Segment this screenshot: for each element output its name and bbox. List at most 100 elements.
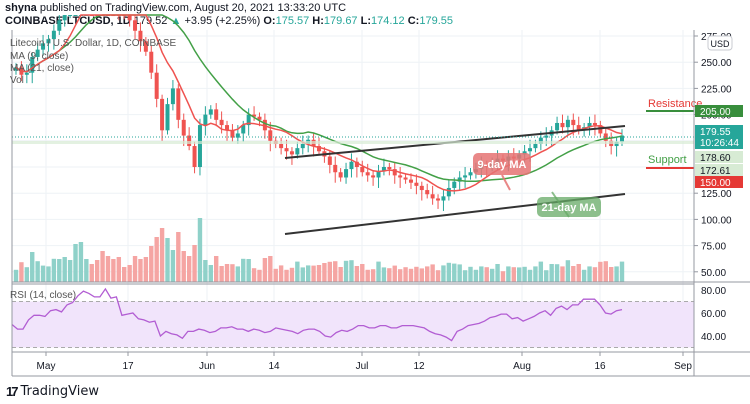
volume-bar — [516, 267, 522, 282]
candle-body — [463, 175, 468, 178]
candle-body — [133, 20, 138, 31]
volume-bar — [608, 267, 614, 282]
candle-body — [354, 161, 359, 167]
currency-badge — [707, 35, 733, 51]
ma9-callout-pointer — [501, 174, 511, 191]
volume-bar — [165, 238, 170, 282]
candle-body — [349, 161, 354, 170]
volume-bar — [435, 270, 441, 282]
price-badge-label: 205.00 — [700, 107, 731, 118]
volume-bar — [30, 252, 35, 282]
volume-bar — [111, 259, 116, 282]
candle-body — [344, 169, 349, 178]
candle-body — [68, 15, 73, 17]
legend-ma21[interactable]: MA (21, close) — [10, 63, 74, 74]
time-tick-label: May — [37, 361, 56, 372]
high-value: 179.67 — [323, 15, 358, 27]
candle-body — [41, 43, 46, 50]
last-price: 179.52 — [133, 15, 168, 27]
tradingview-logo[interactable]: 17 TradingView — [6, 384, 99, 399]
volume-bar — [149, 246, 154, 282]
candle-body — [24, 72, 29, 75]
candle-body — [620, 135, 624, 142]
volume-bar — [560, 266, 565, 282]
candle-body — [252, 114, 257, 117]
volume-bar — [527, 269, 533, 282]
volume-bar — [257, 269, 262, 282]
low-value: 174.12 — [371, 15, 405, 27]
legend-ma9[interactable]: MA (9, close) — [10, 51, 69, 62]
candle-body — [436, 198, 441, 201]
candle-body — [365, 172, 370, 176]
time-tick-label: 12 — [413, 361, 425, 372]
tradingview-logo-icon: 17 — [6, 384, 19, 399]
candle-body — [300, 143, 305, 149]
volume-bar — [387, 268, 392, 282]
price-badge — [695, 125, 743, 149]
volume-bar — [40, 265, 46, 282]
candle-body — [560, 122, 565, 128]
candle-body — [262, 119, 267, 131]
candle-body — [235, 133, 240, 138]
candle-body — [457, 177, 462, 182]
legend-vol[interactable]: Vol — [10, 75, 24, 86]
candle-body — [214, 109, 219, 120]
price-tick-label: 125.00 — [701, 189, 732, 200]
candle-body — [62, 15, 67, 21]
volume-bar — [533, 266, 538, 282]
candle-body — [225, 125, 230, 131]
volume-bar — [262, 258, 268, 282]
volume-bar — [295, 261, 300, 282]
volume-bar — [581, 269, 587, 282]
candle-body — [230, 130, 235, 138]
up-arrow-icon: ▲ — [170, 15, 182, 27]
price-tick-label: 225.00 — [701, 84, 732, 95]
candle-body — [387, 167, 392, 170]
time-tick-label: Aug — [513, 361, 531, 372]
volume-bar — [94, 260, 100, 282]
candle-body — [538, 137, 543, 144]
volume-bar — [73, 244, 78, 282]
legend-rsi[interactable]: RSI (14, close) — [10, 290, 77, 301]
volume-bar — [511, 267, 516, 282]
volume-bar — [235, 266, 241, 282]
candle-body — [57, 20, 62, 31]
candle-body — [403, 177, 408, 180]
volume-bar — [473, 269, 479, 282]
volume-bar — [462, 270, 468, 282]
price-change: +3.95 (+2.25%) — [184, 15, 261, 27]
candle-body — [51, 30, 56, 40]
rsi-line — [11, 287, 623, 342]
price-badge-label: 178.60 — [700, 153, 731, 164]
open-value: 175.57 — [275, 15, 310, 27]
volume-bar — [67, 260, 73, 282]
candle-body — [408, 179, 413, 183]
volume-bar — [159, 228, 165, 282]
candle-body — [165, 104, 170, 131]
close-value: 179.55 — [419, 15, 453, 27]
legend-title: Litecoin / U.S. Dollar, 1D, COINBASE — [10, 38, 177, 49]
price-badge — [695, 176, 743, 188]
candle-body — [398, 175, 403, 178]
candle-body — [143, 41, 148, 52]
volume-bar — [316, 265, 322, 282]
candle-body — [73, 15, 78, 17]
volume-bar — [587, 266, 592, 282]
rsi-band — [12, 301, 694, 348]
volume-bar — [598, 261, 603, 282]
volume-bar — [403, 267, 408, 282]
candle-body — [203, 114, 208, 126]
candle-body — [592, 122, 597, 126]
volume-bar — [327, 261, 333, 282]
candle-body — [197, 125, 202, 167]
candle-body — [565, 119, 570, 128]
ma21-callout-text: 21-day MA — [541, 202, 596, 214]
volume-bar — [13, 269, 19, 282]
volume-bar — [186, 256, 192, 282]
volume-bar — [484, 267, 489, 282]
volume-bar — [246, 259, 251, 282]
price-badge-label: 172.61 — [700, 166, 731, 177]
volume-bar — [289, 267, 295, 282]
candle-body — [327, 156, 332, 165]
